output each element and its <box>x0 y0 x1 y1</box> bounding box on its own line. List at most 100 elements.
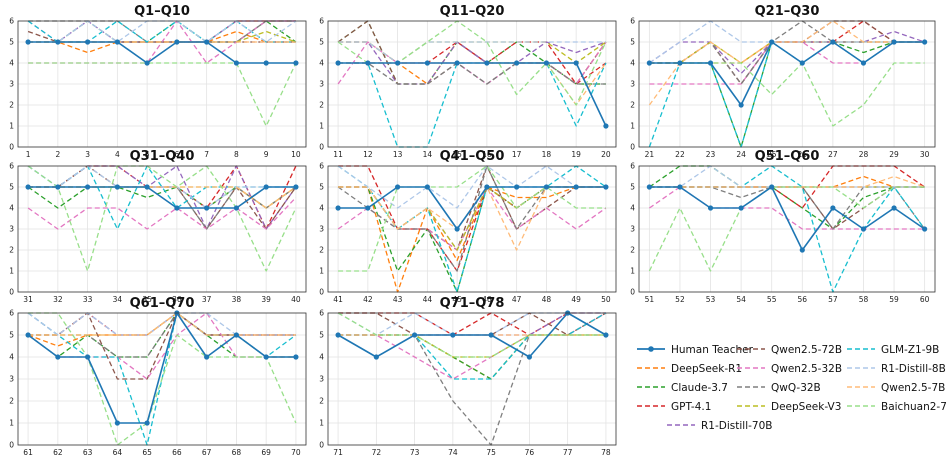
data-point-human-teacher <box>174 205 180 211</box>
data-point-human-teacher <box>573 60 579 66</box>
x-tick-label: 73 <box>410 448 420 457</box>
data-point-human-teacher <box>603 332 609 338</box>
x-tick-label: 50 <box>601 295 611 304</box>
y-tick-label: 2 <box>319 397 324 406</box>
series-line-r1-distill-8b <box>337 165 606 209</box>
y-tick-label: 4 <box>319 204 324 213</box>
y-tick-label: 0 <box>9 288 14 297</box>
y-tick-label: 3 <box>319 80 324 89</box>
x-tick-label: 25 <box>767 150 777 159</box>
legend-item-glm-z1-9b: GLM-Z1-9B <box>847 344 939 356</box>
data-point-human-teacher <box>488 332 494 338</box>
data-point-human-teacher <box>373 354 379 360</box>
panel-title: Q11–Q20 <box>440 4 505 19</box>
plot-frame <box>638 165 936 293</box>
data-point-human-teacher <box>769 184 775 190</box>
legend-item-qwen2-5-32b: Qwen2.5-32B <box>737 363 842 375</box>
x-tick-label: 4 <box>115 150 120 159</box>
series-line-r1-distill-8b <box>27 165 296 209</box>
panel-title: Q51–Q60 <box>755 149 820 164</box>
panel-q1-q10: 0 1 2 3 4 5 6 1 2 3 4 5 6 7 8 9 10 Q1–Q10 <box>9 4 307 159</box>
series-line-human-teacher <box>338 186 606 230</box>
y-tick-label: 6 <box>9 162 14 171</box>
y-tick-label: 2 <box>630 101 635 110</box>
data-point-human-teacher <box>860 226 867 232</box>
x-tick-label: 22 <box>675 150 685 159</box>
data-point-human-teacher <box>395 60 401 66</box>
data-point-human-teacher <box>114 39 120 45</box>
y-tick-label: 0 <box>630 143 635 152</box>
x-tick-label: 63 <box>83 448 93 457</box>
x-tick-label: 69 <box>261 448 271 457</box>
x-tick-label: 58 <box>859 295 869 304</box>
plot-frame <box>17 312 307 446</box>
data-point-human-teacher <box>263 354 269 360</box>
series-line-human-teacher <box>649 186 926 251</box>
y-tick-label: 0 <box>630 288 635 297</box>
series-line-r1-distill-8b <box>338 41 606 64</box>
x-tick-label: 27 <box>828 150 838 159</box>
x-tick-label: 54 <box>736 295 746 304</box>
series-line-baichuan2-7b <box>648 186 925 272</box>
y-tick-label: 6 <box>9 17 14 26</box>
data-point-human-teacher <box>293 184 299 190</box>
data-point-human-teacher <box>573 184 579 190</box>
data-point-human-teacher <box>365 60 371 66</box>
x-tick-label: 75 <box>486 448 496 457</box>
legend-label: QwQ-32B <box>771 382 821 394</box>
data-point-human-teacher <box>335 332 341 338</box>
series-line-human-teacher <box>28 186 296 209</box>
data-point-human-teacher <box>646 184 652 190</box>
y-tick-label: 3 <box>319 225 324 234</box>
x-tick-label: 19 <box>571 150 581 159</box>
data-point-human-teacher <box>144 60 150 66</box>
x-tick-label: 35 <box>142 295 152 304</box>
x-tick-label: 16 <box>482 150 492 159</box>
plot-frame <box>638 20 936 148</box>
y-tick-label: 0 <box>9 441 14 450</box>
data-point-human-teacher <box>677 60 683 66</box>
series-line-baichuan2-7b <box>28 62 297 127</box>
data-point-human-teacher <box>365 205 371 211</box>
x-tick-label: 11 <box>333 150 343 159</box>
x-tick-label: 18 <box>542 150 552 159</box>
x-tick-label: 33 <box>83 295 93 304</box>
x-tick-label: 3 <box>85 150 90 159</box>
series-line-deepseek-v3 <box>338 186 606 251</box>
panel-title: Q21–Q30 <box>755 4 820 19</box>
x-tick-label: 34 <box>113 295 123 304</box>
data-point-human-teacher <box>55 39 61 45</box>
legend-label: Qwen2.5-32B <box>771 363 842 375</box>
series-line-qwen2-5-32b <box>337 186 607 251</box>
x-tick-label: 8 <box>234 150 239 159</box>
data-point-human-teacher <box>603 184 609 190</box>
x-tick-label: 71 <box>333 448 343 457</box>
y-tick-label: 3 <box>9 375 14 384</box>
data-point-human-teacher <box>769 39 775 45</box>
y-tick-label: 5 <box>319 38 324 47</box>
data-point-human-teacher <box>25 39 31 45</box>
x-tick-label: 68 <box>232 448 242 457</box>
data-point-human-teacher <box>233 205 239 211</box>
data-point-human-teacher <box>335 205 341 211</box>
y-tick-label: 5 <box>9 183 14 192</box>
y-tick-label: 4 <box>630 59 635 68</box>
x-tick-label: 13 <box>393 150 403 159</box>
x-tick-label: 5 <box>145 150 150 159</box>
series-line-human-teacher <box>28 41 296 64</box>
data-point-human-teacher <box>85 354 91 360</box>
data-point-human-teacher <box>738 205 744 211</box>
x-tick-label: 28 <box>859 150 869 159</box>
series-line-qwen2-5-7b <box>648 20 925 106</box>
y-tick-label: 6 <box>319 17 324 26</box>
x-tick-label: 56 <box>798 295 808 304</box>
x-tick-label: 51 <box>645 295 655 304</box>
y-tick-label: 1 <box>319 419 324 428</box>
y-tick-label: 1 <box>319 122 324 131</box>
x-tick-label: 36 <box>172 295 182 304</box>
y-tick-label: 0 <box>9 143 14 152</box>
